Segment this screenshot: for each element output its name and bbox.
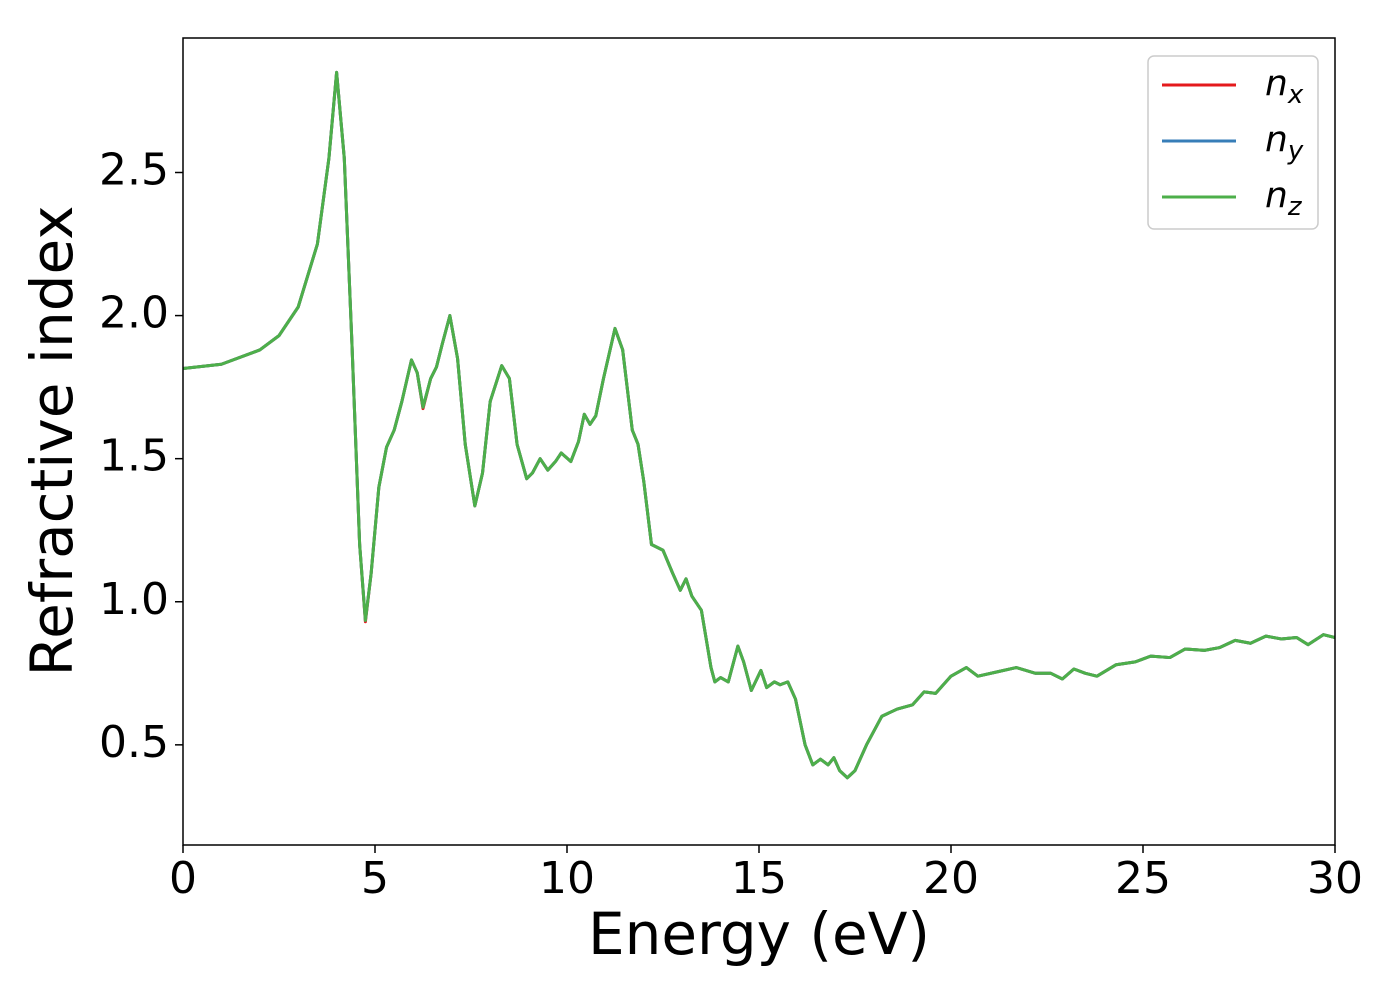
- series-line: [183, 70, 1335, 780]
- legend-label: nz: [1265, 175, 1303, 222]
- y-tick-label: 0.5: [99, 717, 169, 768]
- y-tick-label: 1.5: [99, 431, 169, 482]
- y-axis-label: Refractive index: [18, 205, 86, 676]
- x-tick-label: 0: [169, 853, 197, 904]
- y-tick-label: 1.0: [99, 574, 169, 625]
- x-tick-label: 30: [1307, 853, 1363, 904]
- legend-label: nx: [1265, 63, 1304, 110]
- x-axis-label: Energy (eV): [588, 900, 930, 968]
- x-tick-label: 10: [539, 853, 595, 904]
- x-tick-label: 25: [1115, 853, 1171, 904]
- x-tick-label: 5: [361, 853, 389, 904]
- plot-frame: [182, 37, 1336, 846]
- y-tick-label: 2.5: [99, 145, 169, 196]
- y-tick-label: 2.0: [99, 288, 169, 339]
- legend-label: ny: [1265, 119, 1304, 166]
- x-tick-label: 15: [731, 853, 787, 904]
- x-tick-label: 20: [923, 853, 979, 904]
